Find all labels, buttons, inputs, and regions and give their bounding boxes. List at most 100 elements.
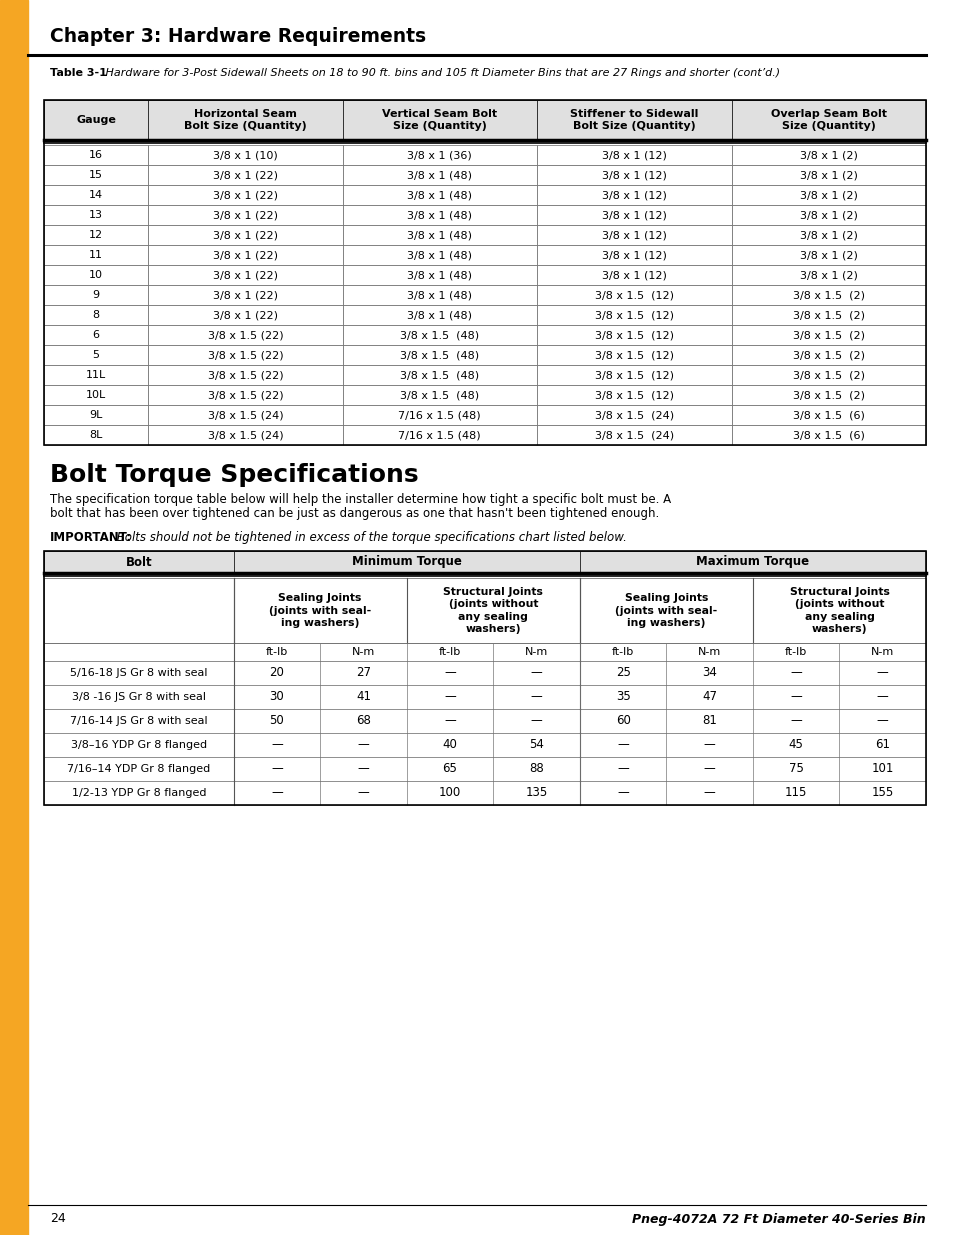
Bar bbox=[342, 205, 537, 225]
Text: Minimum Torque: Minimum Torque bbox=[352, 556, 461, 568]
Bar bbox=[342, 225, 537, 245]
Text: 3/8 x 1 (2): 3/8 x 1 (2) bbox=[799, 230, 857, 240]
Text: —: — bbox=[617, 787, 628, 799]
Text: 3/8 x 1.5 (22): 3/8 x 1.5 (22) bbox=[208, 370, 283, 380]
Text: —: — bbox=[271, 762, 282, 776]
Text: 3/8 x 1.5 (22): 3/8 x 1.5 (22) bbox=[208, 390, 283, 400]
Text: 3/8 x 1.5  (6): 3/8 x 1.5 (6) bbox=[792, 430, 863, 440]
Text: 3/8 x 1 (12): 3/8 x 1 (12) bbox=[601, 249, 666, 261]
Bar bbox=[148, 285, 342, 305]
Text: 3/8 x 1.5  (48): 3/8 x 1.5 (48) bbox=[400, 390, 478, 400]
Text: 7/16-14 JS Gr 8 with seal: 7/16-14 JS Gr 8 with seal bbox=[70, 716, 208, 726]
Text: 3/8 x 1.5  (2): 3/8 x 1.5 (2) bbox=[792, 370, 863, 380]
Text: —: — bbox=[876, 667, 887, 679]
Bar bbox=[537, 366, 731, 385]
Bar bbox=[342, 165, 537, 185]
Text: 3/8 x 1.5 (24): 3/8 x 1.5 (24) bbox=[208, 410, 283, 420]
Text: 3/8 x 1 (48): 3/8 x 1 (48) bbox=[407, 270, 472, 280]
Bar bbox=[148, 345, 342, 366]
Text: 35: 35 bbox=[615, 690, 630, 704]
Bar bbox=[44, 245, 148, 266]
Text: 3/8 x 1 (2): 3/8 x 1 (2) bbox=[799, 190, 857, 200]
Text: 115: 115 bbox=[784, 787, 806, 799]
Text: 8: 8 bbox=[92, 310, 99, 320]
Bar bbox=[148, 305, 342, 325]
Text: 41: 41 bbox=[355, 690, 371, 704]
Text: 3/8 x 1.5  (24): 3/8 x 1.5 (24) bbox=[594, 430, 673, 440]
Text: 7/16 x 1.5 (48): 7/16 x 1.5 (48) bbox=[398, 430, 480, 440]
Bar bbox=[731, 405, 925, 425]
Text: Bolt Torque Specifications: Bolt Torque Specifications bbox=[50, 463, 418, 487]
Text: 61: 61 bbox=[874, 739, 889, 752]
Text: 3/8 x 1 (2): 3/8 x 1 (2) bbox=[799, 249, 857, 261]
Text: 81: 81 bbox=[701, 715, 717, 727]
Text: 12: 12 bbox=[89, 230, 103, 240]
Text: 3/8 x 1 (22): 3/8 x 1 (22) bbox=[213, 170, 277, 180]
Bar bbox=[148, 385, 342, 405]
Bar bbox=[731, 245, 925, 266]
Text: Structural Joints
(joints without
any sealing
washers): Structural Joints (joints without any se… bbox=[789, 587, 888, 634]
Bar bbox=[731, 165, 925, 185]
Text: 7/16 x 1.5 (48): 7/16 x 1.5 (48) bbox=[398, 410, 480, 420]
Text: 45: 45 bbox=[788, 739, 802, 752]
Bar bbox=[148, 225, 342, 245]
Bar bbox=[731, 266, 925, 285]
Bar bbox=[44, 643, 925, 661]
Text: 135: 135 bbox=[525, 787, 547, 799]
Text: ft-lb: ft-lb bbox=[611, 647, 634, 657]
Text: 15: 15 bbox=[89, 170, 103, 180]
Text: 3/8 x 1 (36): 3/8 x 1 (36) bbox=[407, 149, 472, 161]
Text: Bolt: Bolt bbox=[126, 556, 152, 568]
Text: 3/8 x 1 (12): 3/8 x 1 (12) bbox=[601, 270, 666, 280]
Text: 3/8 x 1 (22): 3/8 x 1 (22) bbox=[213, 249, 277, 261]
Text: 10: 10 bbox=[89, 270, 103, 280]
Text: 54: 54 bbox=[529, 739, 543, 752]
Text: 3/8 x 1.5  (48): 3/8 x 1.5 (48) bbox=[400, 330, 478, 340]
Text: 3/8 x 1 (22): 3/8 x 1 (22) bbox=[213, 310, 277, 320]
Text: bolt that has been over tightened can be just as dangerous as one that hasn't be: bolt that has been over tightened can be… bbox=[50, 508, 659, 520]
Text: —: — bbox=[703, 762, 715, 776]
Bar bbox=[537, 266, 731, 285]
Bar bbox=[731, 285, 925, 305]
Text: —: — bbox=[530, 667, 542, 679]
Text: 60: 60 bbox=[615, 715, 630, 727]
Text: —: — bbox=[617, 739, 628, 752]
Text: Vertical Seam Bolt
Size (Quantity): Vertical Seam Bolt Size (Quantity) bbox=[382, 109, 497, 131]
Text: 3/8–16 YDP Gr 8 flanged: 3/8–16 YDP Gr 8 flanged bbox=[71, 740, 207, 750]
Text: —: — bbox=[876, 715, 887, 727]
Text: 100: 100 bbox=[438, 787, 460, 799]
Text: 3/8 x 1.5  (12): 3/8 x 1.5 (12) bbox=[594, 390, 673, 400]
Bar bbox=[44, 366, 148, 385]
Text: Chapter 3: Hardware Requirements: Chapter 3: Hardware Requirements bbox=[50, 26, 426, 46]
Text: 3/8 x 1 (12): 3/8 x 1 (12) bbox=[601, 190, 666, 200]
Text: —: — bbox=[617, 762, 628, 776]
Bar bbox=[342, 385, 537, 405]
Text: 5/16-18 JS Gr 8 with seal: 5/16-18 JS Gr 8 with seal bbox=[70, 668, 208, 678]
Text: 3/8 x 1 (48): 3/8 x 1 (48) bbox=[407, 170, 472, 180]
Bar bbox=[342, 405, 537, 425]
Text: 13: 13 bbox=[89, 210, 103, 220]
Text: 3/8 x 1 (22): 3/8 x 1 (22) bbox=[213, 190, 277, 200]
Bar bbox=[342, 305, 537, 325]
Text: —: — bbox=[789, 690, 801, 704]
Text: —: — bbox=[444, 690, 456, 704]
Text: Overlap Seam Bolt
Size (Quantity): Overlap Seam Bolt Size (Quantity) bbox=[770, 109, 886, 131]
Text: 3/8 x 1 (48): 3/8 x 1 (48) bbox=[407, 210, 472, 220]
Bar bbox=[537, 405, 731, 425]
Bar bbox=[44, 551, 925, 573]
Text: 3/8 x 1.5  (12): 3/8 x 1.5 (12) bbox=[594, 330, 673, 340]
Text: 3/8 x 1 (22): 3/8 x 1 (22) bbox=[213, 210, 277, 220]
Text: 3/8 x 1.5  (12): 3/8 x 1.5 (12) bbox=[594, 350, 673, 359]
Bar bbox=[537, 425, 731, 445]
Bar bbox=[731, 366, 925, 385]
Bar bbox=[537, 385, 731, 405]
Text: 75: 75 bbox=[788, 762, 802, 776]
Bar bbox=[44, 100, 148, 140]
Text: 3/8 x 1 (22): 3/8 x 1 (22) bbox=[213, 290, 277, 300]
Text: ft-lb: ft-lb bbox=[784, 647, 806, 657]
Text: —: — bbox=[357, 739, 369, 752]
Bar bbox=[44, 685, 925, 709]
Bar bbox=[731, 225, 925, 245]
Bar bbox=[731, 205, 925, 225]
Bar bbox=[148, 366, 342, 385]
